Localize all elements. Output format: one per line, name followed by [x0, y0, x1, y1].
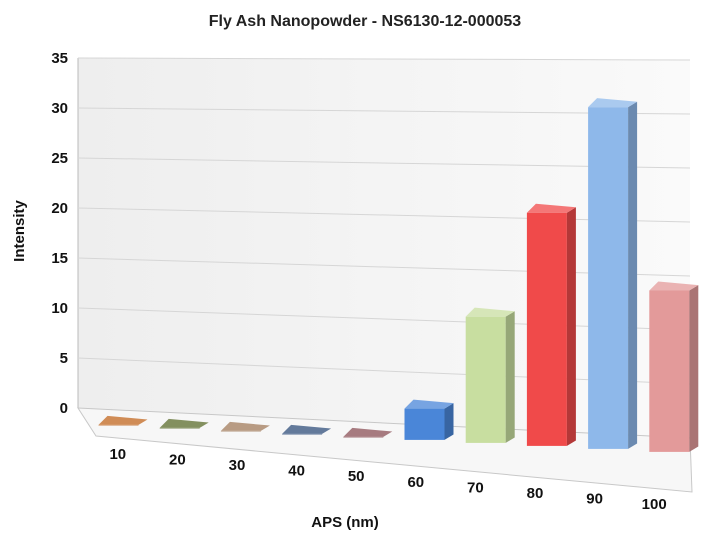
gridlines	[77, 57, 691, 385]
bar	[526, 203, 576, 446]
bar	[465, 307, 515, 443]
bar-front	[343, 436, 384, 438]
x-tick-label: 10	[109, 446, 126, 463]
bar-top	[282, 424, 332, 434]
x-axis-ticks: 10 20 30 40 50 60 70 80 90 100	[109, 446, 666, 513]
bar-side	[444, 403, 454, 440]
x-tick-label: 60	[407, 474, 424, 491]
bar-side	[505, 311, 515, 443]
y-tick-label: 5	[60, 350, 68, 367]
bar-side	[689, 285, 699, 452]
bar-front	[220, 430, 261, 432]
bar	[98, 415, 148, 426]
x-tick-label: 20	[169, 451, 186, 468]
bar	[404, 399, 454, 440]
y-tick-label: 25	[51, 150, 68, 167]
bar-top	[526, 203, 576, 213]
bar-top	[465, 307, 515, 317]
gridline	[77, 257, 691, 277]
bar	[282, 424, 332, 435]
bar	[343, 427, 393, 438]
gridline	[77, 357, 691, 385]
y-axis-ticks: 0 5 10 15 20 25 30 35	[51, 50, 68, 417]
bar-front	[159, 427, 200, 429]
bar-top	[343, 427, 393, 437]
y-tick-label: 10	[51, 300, 68, 317]
bar-top	[588, 98, 638, 108]
bar-front	[588, 107, 629, 449]
x-tick-label: 70	[467, 479, 484, 496]
bar-front	[404, 408, 445, 440]
bar	[159, 418, 209, 429]
bar-front	[649, 290, 690, 452]
bar-front	[98, 424, 139, 426]
x-tick-label: 100	[642, 496, 667, 513]
gridline	[77, 207, 691, 223]
x-tick-label: 90	[586, 491, 603, 508]
x-tick-label: 50	[348, 468, 365, 485]
y-tick-label: 30	[51, 100, 68, 117]
gridline	[77, 307, 691, 331]
bars	[98, 98, 699, 452]
bar-side	[566, 207, 576, 446]
bar-top	[159, 418, 209, 428]
gridline	[77, 157, 691, 169]
bar	[649, 281, 699, 452]
bar-top	[649, 281, 699, 291]
gridline	[77, 57, 691, 61]
x-tick-label: 80	[527, 485, 544, 502]
bar-front	[282, 433, 323, 435]
bar	[220, 421, 270, 432]
y-tick-label: 20	[51, 200, 68, 217]
x-axis-label: APS (nm)	[311, 514, 379, 531]
bar-top	[98, 415, 148, 425]
bar-front	[465, 316, 506, 443]
chart-title: Fly Ash Nanopowder - NS6130-12-000053	[209, 13, 522, 30]
x-tick-label: 40	[288, 463, 305, 480]
y-tick-label: 35	[51, 50, 68, 67]
x-tick-label: 30	[229, 457, 246, 474]
y-tick-label: 0	[60, 400, 68, 417]
bar	[588, 98, 638, 449]
bar-front	[526, 212, 567, 446]
bar-top	[404, 399, 454, 409]
bar-side	[628, 101, 638, 449]
y-tick-label: 15	[51, 250, 68, 267]
bar-top	[220, 421, 270, 431]
gridline	[77, 107, 691, 115]
y-axis-label: Intensity	[11, 200, 28, 262]
